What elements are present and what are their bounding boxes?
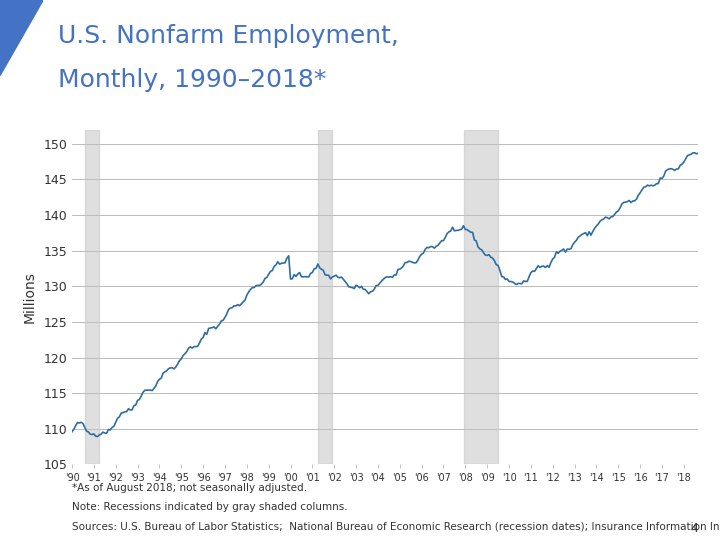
Text: *As of August 2018; not seasonally adjusted.: *As of August 2018; not seasonally adjus… (72, 483, 307, 494)
Bar (464, 130, 498, 464)
Text: 4: 4 (690, 522, 698, 535)
Bar (318, 130, 333, 464)
Bar (85, 130, 99, 464)
Polygon shape (0, 0, 43, 76)
Text: III: III (30, 506, 45, 520)
Text: Sources: U.S. Bureau of Labor Statistics;  National Bureau of Economic Research : Sources: U.S. Bureau of Labor Statistics… (72, 521, 720, 531)
Text: Monthly, 1990–2018*: Monthly, 1990–2018* (58, 68, 326, 91)
Text: Note: Recessions indicated by gray shaded columns.: Note: Recessions indicated by gray shade… (72, 502, 348, 512)
Y-axis label: Millions: Millions (22, 271, 36, 323)
Text: U.S. Nonfarm Employment,: U.S. Nonfarm Employment, (58, 24, 398, 48)
